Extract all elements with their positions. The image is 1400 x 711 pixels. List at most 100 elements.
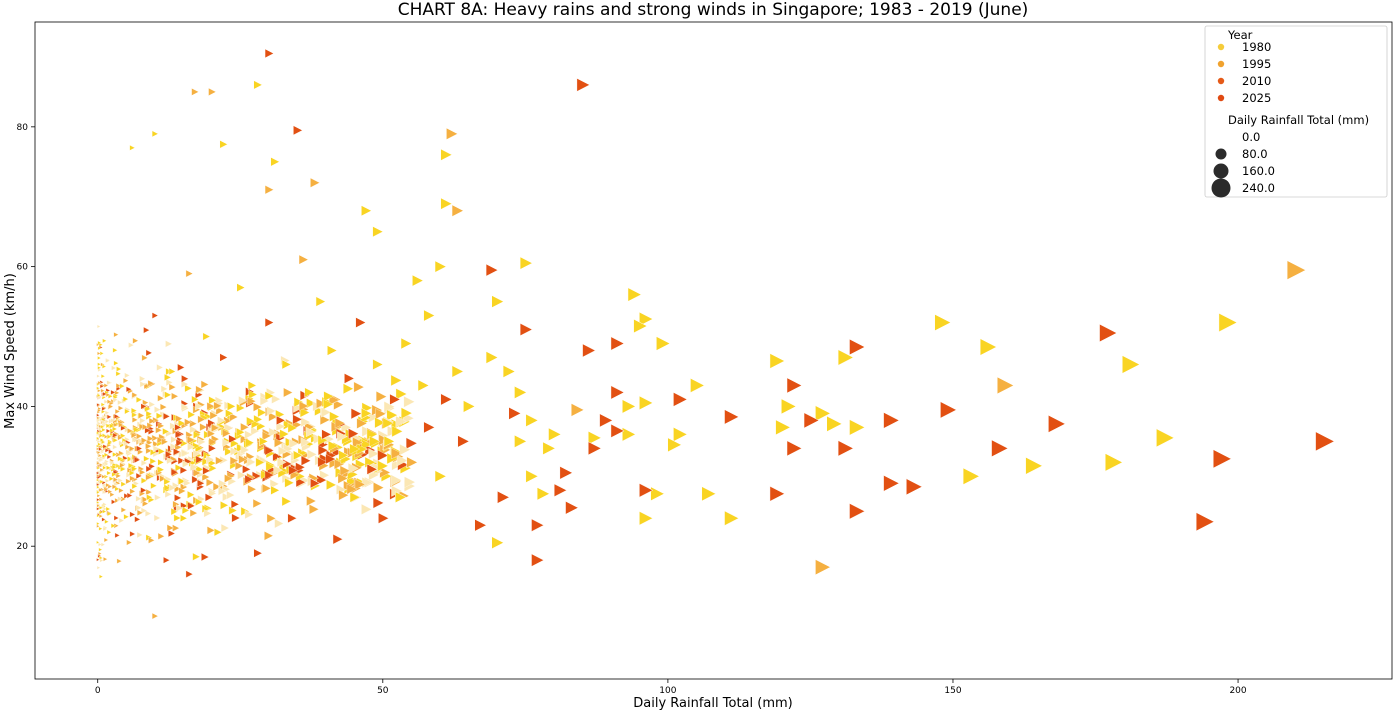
data-point <box>112 426 118 432</box>
data-point <box>145 410 153 418</box>
data-point <box>183 479 192 487</box>
data-point <box>406 437 418 450</box>
data-point <box>156 363 164 371</box>
data-point <box>119 462 126 469</box>
data-point <box>211 423 220 433</box>
data-point <box>268 412 278 422</box>
legend-size-label: 160.0 <box>1242 164 1275 178</box>
data-point <box>372 358 384 371</box>
data-point <box>106 454 112 460</box>
data-point <box>326 479 337 491</box>
data-point <box>104 399 109 405</box>
data-point <box>111 464 118 470</box>
data-point <box>197 415 206 424</box>
data-point <box>102 414 107 420</box>
data-point <box>264 317 275 328</box>
data-point <box>146 493 154 501</box>
data-point <box>114 408 121 415</box>
data-point <box>173 514 182 522</box>
data-point <box>127 427 134 434</box>
data-point <box>346 483 358 495</box>
data-point <box>96 418 100 422</box>
data-point <box>101 402 106 407</box>
legend-size-marker <box>1215 148 1227 160</box>
data-point <box>627 287 642 302</box>
data-point <box>103 537 109 543</box>
data-point <box>129 511 136 518</box>
data-point <box>96 456 101 461</box>
data-point <box>525 469 539 484</box>
data-point <box>106 434 112 440</box>
data-point <box>96 482 100 487</box>
data-point <box>240 445 250 455</box>
data-point <box>178 477 186 486</box>
data-point <box>273 465 283 475</box>
data-point <box>145 447 153 455</box>
data-point <box>247 396 257 406</box>
data-point <box>201 472 210 482</box>
data-point <box>120 466 126 472</box>
data-point <box>396 454 409 467</box>
data-point <box>208 444 217 453</box>
data-point <box>118 487 125 494</box>
data-point <box>97 368 102 373</box>
data-point <box>229 412 239 422</box>
data-point <box>279 429 290 439</box>
data-point <box>97 356 102 360</box>
legend-size-marker <box>1211 178 1231 198</box>
data-point <box>98 542 103 547</box>
data-point <box>125 478 132 485</box>
data-point <box>104 419 110 424</box>
data-point <box>215 456 224 465</box>
data-point <box>570 402 585 417</box>
data-point <box>99 558 104 563</box>
data-point <box>168 383 177 391</box>
data-point <box>119 383 126 389</box>
data-point <box>434 260 447 273</box>
data-point <box>100 542 106 547</box>
data-point <box>157 394 165 402</box>
data-point <box>107 489 113 495</box>
data-point <box>106 470 112 476</box>
data-point <box>101 474 106 479</box>
data-point <box>102 338 107 344</box>
data-point <box>278 446 288 456</box>
data-point <box>96 507 100 511</box>
data-point <box>110 389 116 395</box>
data-point <box>181 374 189 383</box>
data-point <box>259 396 270 406</box>
data-point <box>230 499 240 509</box>
data-point <box>168 529 176 538</box>
data-point <box>349 491 361 503</box>
data-point <box>166 456 174 465</box>
data-point <box>97 421 102 426</box>
data-point <box>112 437 119 443</box>
data-point <box>217 416 226 425</box>
data-point <box>252 498 262 509</box>
data-point <box>96 557 100 562</box>
data-point <box>101 419 107 425</box>
legend-hue-marker <box>1217 43 1225 51</box>
data-point <box>111 471 117 478</box>
data-point <box>123 377 129 384</box>
data-point <box>104 447 110 453</box>
data-point <box>102 526 108 532</box>
data-point <box>338 449 350 461</box>
data-point <box>248 389 258 400</box>
data-point <box>175 430 183 439</box>
data-point <box>222 438 231 448</box>
data-point <box>145 349 153 357</box>
data-point <box>1048 414 1066 433</box>
data-point <box>97 351 101 356</box>
data-point <box>1195 512 1215 532</box>
data-point <box>536 487 551 501</box>
data-point <box>156 412 164 420</box>
data-point <box>497 490 510 504</box>
data-point <box>139 375 146 382</box>
data-point <box>136 445 143 452</box>
data-point <box>1315 431 1335 452</box>
data-point <box>395 388 408 400</box>
data-point <box>656 336 671 351</box>
data-point <box>118 405 124 411</box>
